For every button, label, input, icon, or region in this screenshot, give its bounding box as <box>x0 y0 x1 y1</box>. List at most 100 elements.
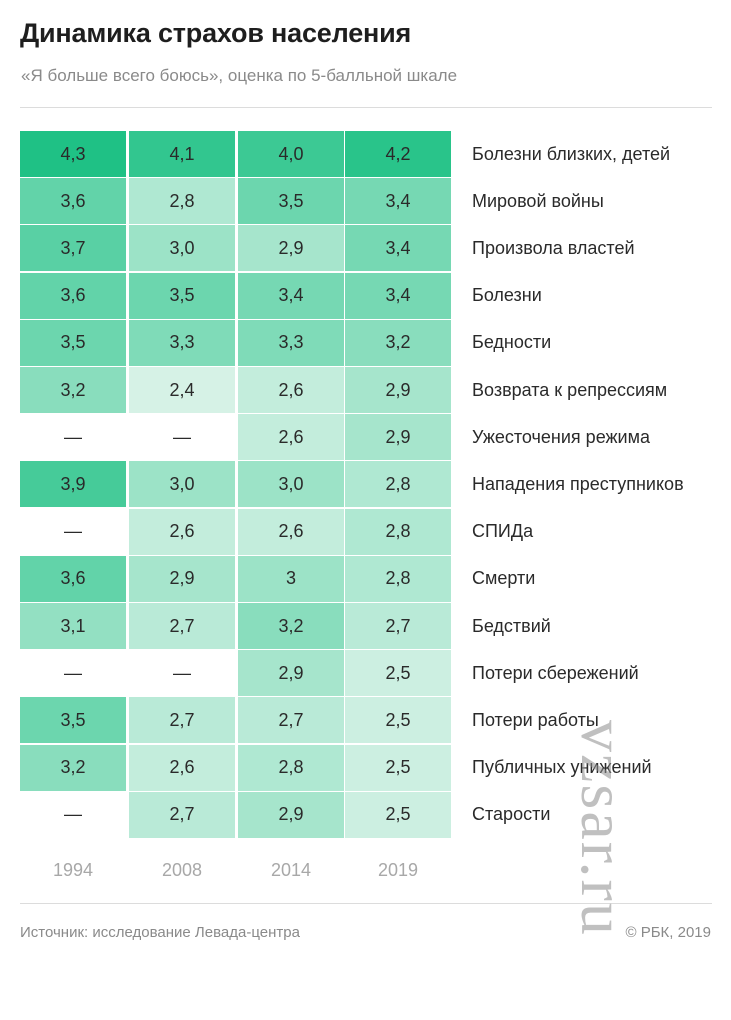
heatmap-row: 3,5 2,7 2,7 2,5 Потери работы <box>20 697 712 744</box>
heatmap-cell: — <box>129 650 235 697</box>
heatmap-row: 3,7 3,0 2,9 3,4 Произвола властей <box>20 225 712 272</box>
row-label: СПИДа <box>472 521 534 542</box>
heatmap-cell: 3,5 <box>238 178 344 225</box>
heatmap-cell: 3,7 <box>20 225 126 272</box>
heatmap-cell: 2,4 <box>129 367 235 413</box>
heatmap-cell: 2,8 <box>345 508 451 555</box>
heatmap-cell: 3,5 <box>20 319 126 366</box>
source-note: Источник: исследование Левада-центра <box>20 924 300 941</box>
heatmap-cell: 3,0 <box>129 461 235 508</box>
heatmap-cell: 2,5 <box>345 697 451 744</box>
row-label: Старости <box>472 804 551 825</box>
year-tick-label: 2014 <box>270 860 312 880</box>
heatmap-cell: 3,1 <box>20 603 126 649</box>
heatmap-cell: 4,1 <box>129 131 235 177</box>
heatmap-cell: 3 <box>238 555 344 602</box>
heatmap-cell: 2,9 <box>345 367 451 413</box>
heatmap-cell: 2,6 <box>238 367 344 413</box>
year-tick-label: 1994 <box>52 860 94 880</box>
heatmap-cell: 2,8 <box>345 461 451 508</box>
heatmap-row: — —2,9 2,5 Потери сбережений <box>20 650 712 697</box>
heatmap-row: 3,5 3,3 3,3 3,2 Бедности <box>20 319 712 367</box>
heatmap-cell: 3,2 <box>20 367 126 413</box>
heatmap-cell: 2,6 <box>129 744 235 791</box>
row-label: Возврата к репрессиям <box>472 379 668 400</box>
row-label: Ужесточения режима <box>472 426 650 447</box>
heatmap-cell: 2,5 <box>345 744 451 791</box>
copyright-note: © РБК, 2019 <box>625 924 711 941</box>
heatmap-cell: — <box>20 414 126 461</box>
heatmap-cell: 3,5 <box>20 697 126 744</box>
heatmap-cell: — <box>129 414 235 461</box>
heatmap-cell: 2,9 <box>238 225 344 272</box>
heatmap-cell: 2,9 <box>345 414 451 461</box>
heatmap-cell: 2,9 <box>238 650 344 697</box>
heatmap-cell: 2,8 <box>129 178 235 225</box>
heatmap-cell: 3,4 <box>238 272 344 319</box>
heatmap-cell: 3,0 <box>238 461 344 508</box>
heatmap-cell: 3,2 <box>345 319 451 366</box>
top-divider <box>20 107 712 108</box>
heatmap-cell: 3,4 <box>345 272 451 319</box>
heatmap-row: —2,7 2,9 2,5 Старости <box>20 791 712 839</box>
heatmap-row: 4,3 4,1 4,0 4,2 Болезни близких, детей <box>20 131 712 178</box>
heatmap-cell: 4,2 <box>345 131 451 177</box>
heatmap-cell: 2,7 <box>129 697 235 744</box>
heatmap-cell: 2,5 <box>345 791 451 838</box>
row-label: Бедности <box>472 332 552 353</box>
heatmap-cell: 3,4 <box>345 225 451 272</box>
heatmap-cell: 2,6 <box>129 508 235 555</box>
heatmap-cell: 3,2 <box>238 603 344 649</box>
heatmap-cell: 3,4 <box>345 178 451 225</box>
heatmap-cell: — <box>20 650 126 697</box>
row-label: Произвола властей <box>472 237 635 258</box>
row-label: Смерти <box>472 568 536 589</box>
heatmap-cell: 2,9 <box>129 555 235 602</box>
heatmap-cell: 3,6 <box>20 178 126 225</box>
bottom-divider <box>20 903 712 904</box>
heatmap-cell: 3,2 <box>20 744 126 791</box>
year-tick-label: 2019 <box>377 860 419 880</box>
row-label: Публичных унижений <box>472 757 652 778</box>
heatmap-cell: 2,6 <box>238 508 344 555</box>
heatmap-cell: 2,7 <box>345 603 451 649</box>
heatmap-row: 3,6 3,5 3,4 3,4 Болезни <box>20 272 712 320</box>
heatmap-cell: 2,9 <box>238 791 344 838</box>
heatmap-row: —2,6 2,6 2,8 СПИДа <box>20 508 712 556</box>
heatmap-cell: 3,0 <box>129 225 235 272</box>
heatmap-cell: 2,5 <box>345 650 451 697</box>
heatmap-row: 3,2 2,4 2,6 2,9 Возврата к репрессиям <box>20 367 712 414</box>
heatmap-cell: 2,6 <box>238 414 344 461</box>
chart-title: Динамика страхов населения <box>20 18 412 48</box>
heatmap-row: 3,6 2,9 3 2,8 Смерти <box>20 555 712 603</box>
row-label: Потери работы <box>472 709 599 730</box>
row-label: Бедствий <box>472 615 551 636</box>
heatmap-cell: 2,7 <box>129 603 235 649</box>
heatmap-cell: 4,0 <box>238 131 344 177</box>
heatmap-cell: 3,3 <box>238 319 344 366</box>
heatmap-cell: — <box>20 791 126 838</box>
heatmap-row: — —2,6 2,9 Ужесточения режима <box>20 414 712 461</box>
row-label: Потери сбережений <box>472 662 639 683</box>
row-label: Болезни близких, детей <box>472 143 671 164</box>
heatmap-row: 3,9 3,0 3,0 2,8 Нападения преступников <box>20 461 712 508</box>
heatmap-cell: 2,7 <box>129 791 235 838</box>
row-label: Нападения преступников <box>472 473 684 494</box>
heatmap-row: 3,2 2,6 2,8 2,5 Публичных унижений <box>20 744 712 792</box>
heatmap-cell: 3,9 <box>20 461 126 508</box>
heatmap-cell: 3,6 <box>20 555 126 602</box>
row-label: Мировой войны <box>472 190 604 211</box>
heatmap-cell: 2,8 <box>345 555 451 602</box>
heatmap-cell: 3,5 <box>129 272 235 319</box>
heatmap-row: 3,1 2,7 3,2 2,7 Бедствий <box>20 603 712 650</box>
heatmap-cell: 4,3 <box>20 131 126 177</box>
heatmap-cell: 3,6 <box>20 272 126 319</box>
heatmap-cell: 2,8 <box>238 744 344 791</box>
row-label: Болезни <box>472 285 542 306</box>
heatmap-cell: — <box>20 508 126 555</box>
year-tick-label: 2008 <box>161 860 203 880</box>
heatmap-cell: 2,7 <box>238 697 344 744</box>
chart-subtitle: «Я больше всего боюсь», оценка по 5-балл… <box>21 66 458 85</box>
heatmap-cell: 3,3 <box>129 319 235 366</box>
heatmap-row: 3,6 2,8 3,5 3,4 Мировой войны <box>20 178 712 225</box>
